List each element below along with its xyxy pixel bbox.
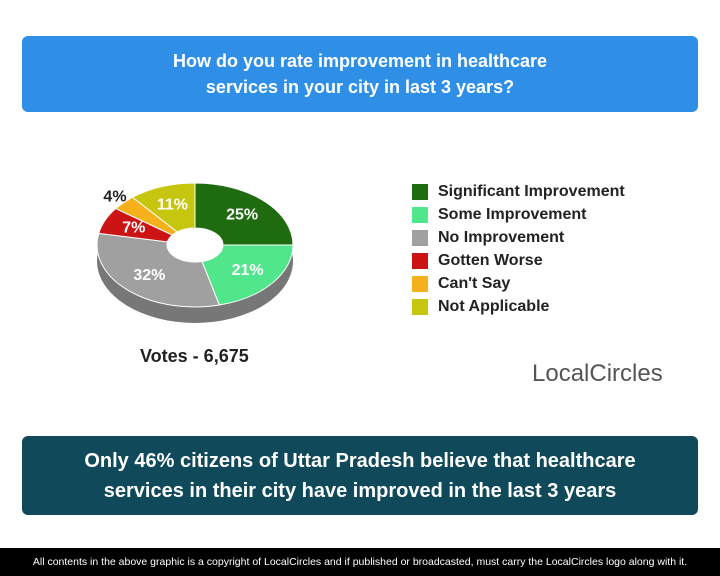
title-banner: How do you rate improvement in healthcar… (22, 36, 698, 112)
value-label: 7% (122, 219, 145, 236)
value-label: 25% (226, 206, 258, 223)
value-label: 11% (157, 197, 188, 214)
logo: LocalCircles (532, 360, 663, 387)
legend-swatch (412, 184, 428, 200)
legend-swatch (412, 276, 428, 292)
value-label: 4% (103, 189, 126, 206)
votes: Votes - 6,675 (140, 346, 249, 366)
legend-swatch (412, 299, 428, 315)
value-label: 32% (133, 267, 165, 284)
legend-label: Can't Say (438, 275, 510, 292)
legend-label: Gotten Worse (438, 252, 543, 269)
legend-swatch (412, 207, 428, 223)
chart: 25% 21% 32% 7% 4% 11% Significant Improvement S… (96, 182, 625, 323)
legend-label: Not Applicable (438, 298, 550, 315)
legend-label: Significant Improvement (438, 183, 625, 200)
donut-hole (167, 228, 223, 262)
legend-swatch (412, 253, 428, 269)
legend-label: No Improvement (438, 229, 565, 246)
conclusion-banner: Only 46% citizens of Uttar Pradesh belie… (22, 436, 698, 515)
value-label: 21% (232, 262, 264, 279)
legend-swatch (412, 230, 428, 246)
legend-label: Some Improvement (438, 206, 587, 223)
footer: All contents in the above graphic is a c… (0, 548, 720, 576)
